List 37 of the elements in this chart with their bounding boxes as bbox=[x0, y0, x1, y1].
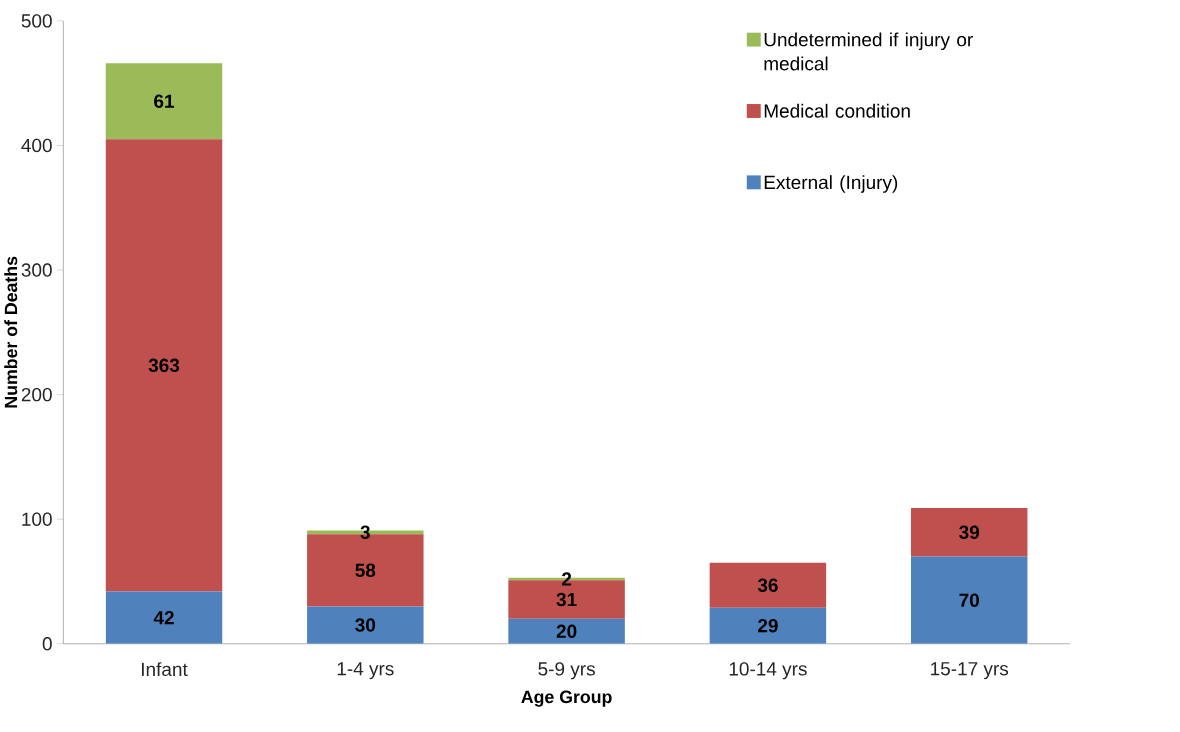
legend-label: Undetermined if injury or medical bbox=[764, 32, 973, 71]
bar bbox=[709, 607, 827, 644]
x-tick-label: 5-9 yrs bbox=[538, 662, 595, 680]
data-label: 36 bbox=[757, 578, 778, 592]
data-label: 70 bbox=[959, 593, 979, 607]
y-tick-label: 200 bbox=[21, 387, 52, 402]
data-label: 42 bbox=[153, 610, 174, 625]
bar bbox=[105, 591, 223, 644]
data-label: 31 bbox=[556, 592, 577, 607]
y-tick-label: 100 bbox=[22, 512, 52, 526]
x-axis-title: Age Group bbox=[521, 690, 612, 707]
bar bbox=[910, 507, 1028, 557]
data-label: 39 bbox=[959, 525, 980, 539]
bar bbox=[307, 606, 424, 644]
legend-label: Medical condition bbox=[764, 103, 910, 118]
data-label: 29 bbox=[758, 618, 778, 633]
x-tick-label: Infant bbox=[142, 662, 188, 677]
x-tick-label: 10-14 yrs bbox=[729, 662, 807, 680]
bar bbox=[508, 618, 625, 644]
bar bbox=[709, 562, 827, 608]
legend-label: External (Injury) bbox=[764, 175, 898, 193]
data-label: 20 bbox=[556, 624, 577, 638]
data-label: 58 bbox=[355, 563, 376, 577]
y-tick-label: 500 bbox=[21, 14, 52, 28]
y-tick-label: 0 bbox=[42, 637, 52, 651]
x-tick-label: 1-4 yrs bbox=[337, 662, 394, 680]
data-label: 30 bbox=[355, 618, 376, 632]
x-tick-label: 15-17 yrs bbox=[931, 662, 1009, 680]
bar bbox=[910, 556, 1028, 644]
y-axis-title: Number of Deaths bbox=[4, 256, 18, 408]
data-label: 61 bbox=[154, 94, 175, 108]
y-tick-label: 300 bbox=[21, 263, 52, 277]
bar bbox=[105, 63, 223, 140]
data-label: 2 bbox=[561, 572, 572, 586]
y-tick-label: 400 bbox=[21, 138, 52, 153]
bar bbox=[105, 139, 223, 592]
data-label: 363 bbox=[148, 358, 180, 373]
